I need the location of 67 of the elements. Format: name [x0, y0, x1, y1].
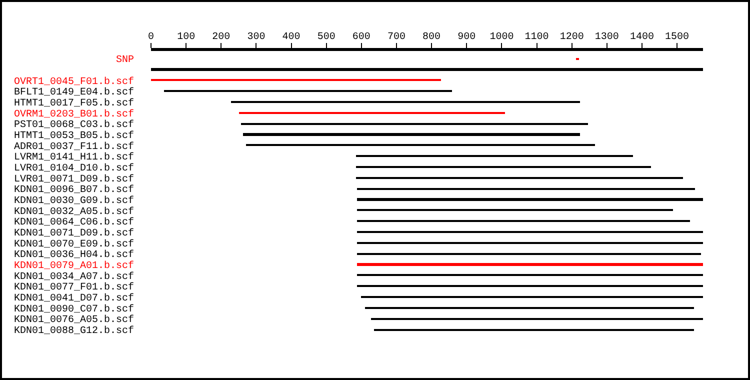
bar	[356, 177, 683, 179]
bar	[356, 155, 633, 157]
y-tick-label: KDN01_0088_G12.b.scf	[14, 325, 134, 338]
y-tick-label: KDN01_0090_C07.b.scf	[14, 303, 134, 316]
y-tick-label: LVR01_0071_D09.b.scf	[14, 173, 134, 186]
bar	[164, 90, 452, 92]
x-tick-label: 400	[282, 32, 300, 43]
bar	[365, 307, 694, 309]
x-tick-label: 1100	[524, 32, 549, 43]
x-tick-label: 800	[422, 32, 441, 43]
bar	[371, 318, 703, 320]
bar	[357, 231, 703, 233]
y-tick-label: LVR01_0104_D10.b.scf	[14, 162, 134, 174]
x-tick-label: 1500	[665, 32, 690, 43]
y-tick-label: OVRM1_0203_B01.b.scf	[14, 108, 134, 120]
bar	[357, 253, 701, 255]
y-tick-label: KDN01_0076_A05.b.scf	[14, 314, 134, 326]
y-tick-label: KDN01_0034_A07.b.scf	[14, 270, 134, 283]
y-tick-label: KDN01_0036_H04.b.scf	[14, 249, 134, 262]
bar	[239, 112, 505, 114]
bar	[243, 133, 580, 136]
y-tick-label: KDN01_0070_E09.b.scf	[14, 238, 134, 250]
x-tick-label: 1400	[630, 32, 654, 43]
y-tick-label: ADR01_0037_F11.b.scf	[14, 140, 134, 153]
x-tick-label: 1300	[594, 32, 619, 43]
bar	[357, 285, 703, 287]
bar	[361, 296, 703, 298]
y-tick-label: KDN01_0030_G09.b.scf	[14, 195, 134, 207]
x-tick-label: 100	[177, 32, 196, 43]
bar	[246, 144, 595, 146]
y-tick-label: SNP	[116, 55, 134, 66]
y-tick-label: KDN01_0071_D09.b.scf	[14, 228, 134, 240]
y-tick-label: KDN01_0096_B07.b.scf	[14, 184, 134, 196]
bar	[374, 329, 694, 331]
y-tick-label: OVRT1_0045_F01.b.scf	[14, 76, 134, 88]
y-tick-label: BFLT1_0149_E04.b.scf	[14, 86, 134, 99]
x-tick-label: 500	[317, 32, 336, 43]
y-tick-label: HTMT1_0053_B05.b.scf	[14, 130, 134, 142]
y-tick-label: PST01_0068_C03.b.scf	[14, 119, 134, 132]
y-tick-label: KDN01_0079_A01.b.scf	[14, 260, 134, 272]
y-tick-label: KDN01_0077_F01.b.scf	[14, 282, 134, 294]
x-tick-label: 600	[352, 32, 370, 43]
y-tick-label: KDN01_0041_D07.b.scf	[14, 292, 134, 305]
y-tick-label: LVRM1_0141_H11.b.scf	[14, 152, 134, 164]
bar	[357, 263, 703, 266]
x-tick-label: 1200	[560, 32, 584, 43]
y-tick-label: HTMT1_0017_F05.b.scf	[14, 97, 134, 110]
y-tick-label: KDN01_0064_C06.b.scf	[14, 216, 134, 229]
x-tick-label: 0	[148, 32, 154, 43]
bar	[357, 242, 703, 244]
bar	[357, 220, 690, 222]
bar	[231, 101, 580, 103]
x-tick-label: 300	[247, 32, 266, 43]
y-tick-label: KDN01_0032_A05.b.scf	[14, 206, 134, 218]
bar	[357, 188, 695, 190]
bar	[356, 166, 651, 168]
x-tick-label: 700	[387, 32, 406, 43]
bar	[357, 198, 703, 201]
bar	[151, 79, 441, 81]
x-tick-label: 1000	[490, 32, 514, 43]
bar	[357, 209, 673, 211]
bar	[576, 58, 579, 60]
bar	[241, 123, 588, 125]
bar	[357, 274, 703, 276]
bar	[151, 68, 703, 71]
x-tick-label: 900	[458, 32, 476, 43]
x-tick-label: 200	[212, 32, 230, 43]
